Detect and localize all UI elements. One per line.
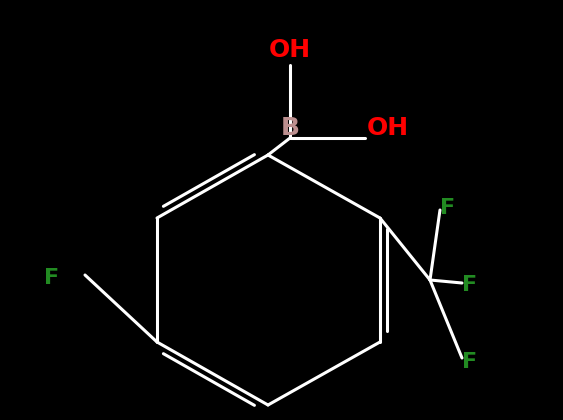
Text: F: F [44,268,60,288]
Text: OH: OH [269,38,311,62]
Text: F: F [440,198,455,218]
Text: F: F [462,275,477,295]
Text: B: B [280,116,300,140]
Text: F: F [462,352,477,372]
Text: OH: OH [367,116,409,140]
